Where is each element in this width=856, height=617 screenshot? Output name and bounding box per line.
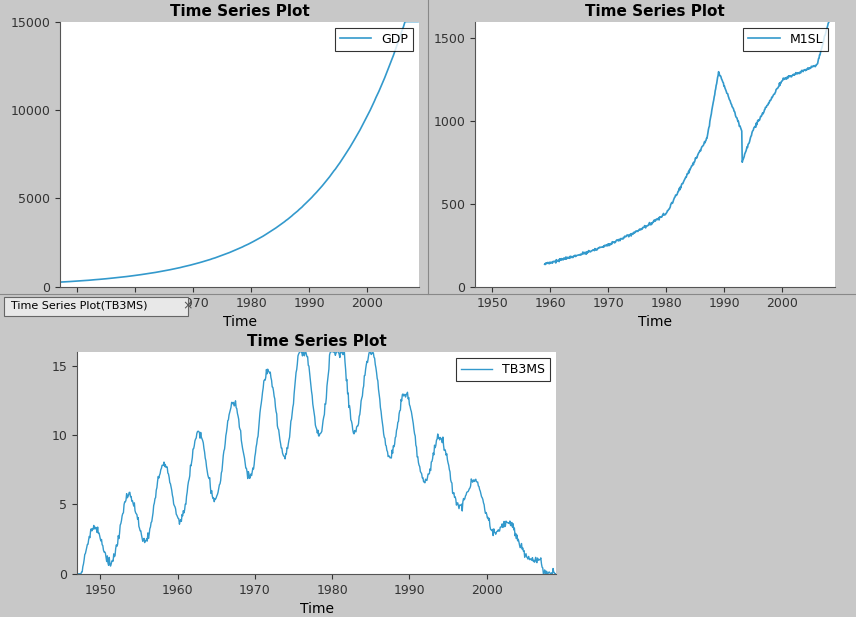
Title: Time Series Plot: Time Series Plot [585, 4, 725, 19]
FancyBboxPatch shape [4, 297, 188, 316]
Text: Time Series Plot(TB3MS): Time Series Plot(TB3MS) [11, 300, 147, 310]
X-axis label: Time: Time [223, 315, 257, 329]
Legend: M1SL: M1SL [744, 28, 829, 51]
Legend: TB3MS: TB3MS [456, 358, 550, 381]
Title: Time Series Plot: Time Series Plot [169, 4, 310, 19]
X-axis label: Time: Time [638, 315, 672, 329]
Title: Time Series Plot: Time Series Plot [247, 334, 387, 349]
Text: ×: × [182, 299, 193, 312]
Legend: GDP: GDP [335, 28, 413, 51]
X-axis label: Time: Time [300, 602, 334, 616]
